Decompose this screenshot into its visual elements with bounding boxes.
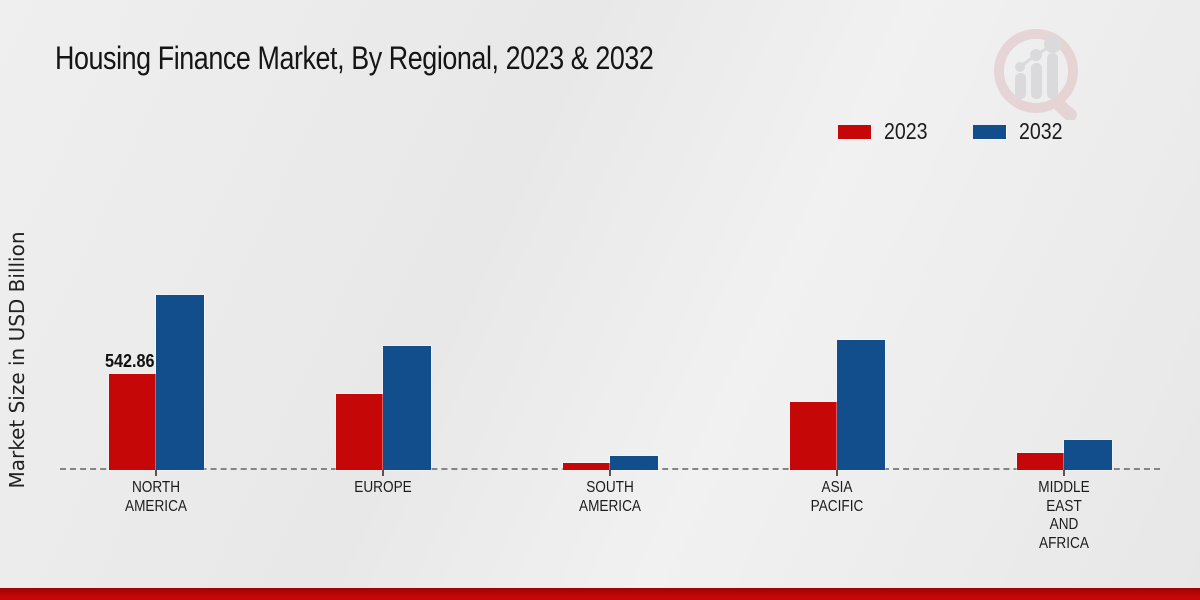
bar-2032-middle-east-and-africa	[1064, 440, 1112, 470]
legend-label: 2032	[1019, 118, 1063, 144]
bar-2023-south-america	[563, 463, 610, 470]
legend-item-2023: 2023	[838, 118, 935, 145]
x-axis-tick-middle-east-and-africa	[1063, 470, 1065, 476]
legend-swatch-2023	[838, 124, 871, 139]
bar-2023-middle-east-and-africa	[1017, 453, 1064, 470]
category-label-north-america: NORTH AMERICA	[125, 479, 187, 515]
x-axis-tick-europe	[382, 470, 384, 476]
chart-title: Housing Finance Market, By Regional, 202…	[55, 40, 654, 76]
bar-2023-asia-pacific	[790, 402, 837, 470]
category-label-middle-east-and-africa: MIDDLE EAST AND AFRICA	[1038, 479, 1090, 552]
legend-swatch-2032	[973, 124, 1007, 139]
category-label-south-america: SOUTH AMERICA	[579, 479, 641, 515]
x-axis-tick-north-america	[155, 470, 157, 476]
bar-2032-europe	[383, 346, 431, 470]
bar-value-label: 542.86	[105, 351, 155, 371]
magnifier-bar-chart-logo-icon	[994, 29, 1078, 120]
bar-2032-north-america	[156, 295, 204, 470]
legend-item-2032: 2032	[973, 118, 1070, 145]
bar-2023-north-america	[109, 374, 156, 470]
category-label-asia-pacific: ASIA PACIFIC	[810, 479, 864, 515]
bar-2023-europe	[336, 394, 383, 470]
legend: 2023 2032	[838, 118, 1070, 145]
bar-2032-asia-pacific	[837, 340, 885, 470]
x-axis-tick-south-america	[609, 470, 611, 476]
category-label-europe: EUROPE	[354, 479, 412, 496]
legend-label: 2023	[884, 118, 928, 144]
bar-2032-south-america	[610, 456, 658, 470]
x-axis-tick-asia-pacific	[836, 470, 838, 476]
footer-red-band	[0, 588, 1200, 600]
